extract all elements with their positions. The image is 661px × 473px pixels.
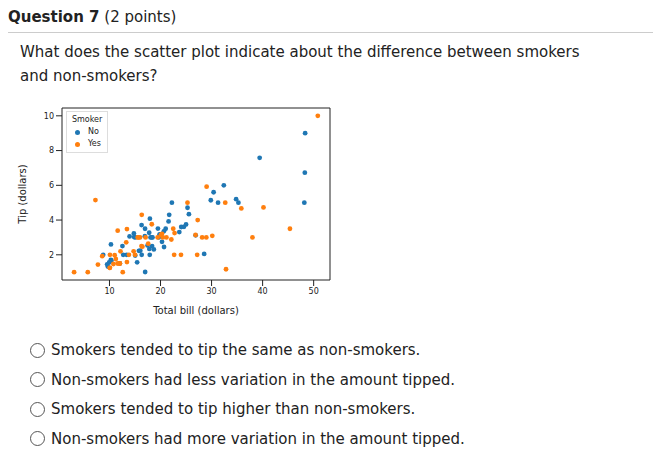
svg-text:2: 2 [49, 251, 54, 260]
html-text:No: No [88, 127, 99, 136]
svg-text:8: 8 [49, 146, 54, 155]
html-text:Smokers tended to tip higher t: Smokers tended to tip higher than non-sm… [51, 400, 416, 418]
html-text:Smokers tended to tip the same: Smokers tended to tip the same as non-sm… [51, 341, 421, 359]
svg-text:10: 10 [104, 287, 114, 296]
svg-text:4: 4 [49, 216, 54, 225]
svg-text:6: 6 [49, 181, 54, 190]
svg-text:30: 30 [206, 287, 216, 296]
svg-text:20: 20 [155, 287, 165, 296]
html-text:Question 7 (2 points): Question 7 (2 points) [8, 8, 177, 26]
html-text:Smoker: Smoker [72, 115, 103, 124]
html-text:What does the scatter plot ind: What does the scatter plot indicate abou… [20, 43, 580, 85]
html-text:Non-smokers had less variation: Non-smokers had less variation in the am… [51, 370, 455, 389]
svg-text:Tip (dollars): Tip (dollars) [17, 164, 28, 224]
svg-text:Total bill (dollars): Total bill (dollars) [152, 305, 239, 316]
svg-text:10: 10 [44, 112, 54, 121]
html-text:Non-smokers had more variation: Non-smokers had more variation in the am… [51, 429, 465, 448]
svg-text:40: 40 [258, 287, 268, 296]
html-text:Yes: Yes [88, 139, 101, 148]
svg-text:50: 50 [309, 287, 319, 296]
